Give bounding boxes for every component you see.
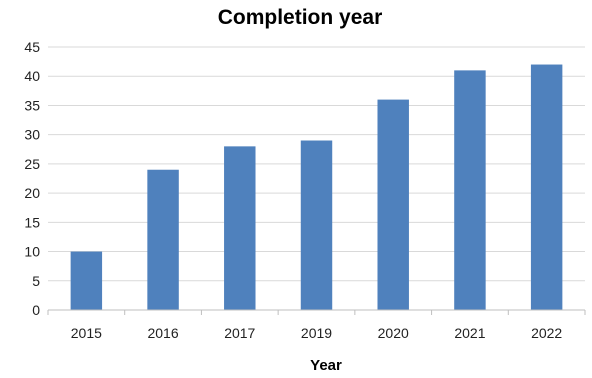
x-tick-label: 2021: [454, 325, 485, 341]
y-axis-ticks: 0 5 10 15 20 25 30 35 40 45: [24, 39, 40, 318]
bar-2015: [70, 251, 103, 310]
bar-2022: [530, 64, 563, 311]
chart-title: Completion year: [218, 6, 383, 29]
y-tick-label: 40: [24, 68, 40, 84]
bars: [70, 64, 563, 311]
x-tick-label: 2015: [71, 325, 102, 341]
y-tick-label: 45: [24, 39, 40, 55]
bar-2017: [224, 146, 256, 310]
x-axis-ticks: 2015 2016 2017 2019 2020 2021 2022: [47, 310, 586, 341]
x-tick-label: 2017: [224, 325, 255, 341]
y-tick-label: 10: [24, 244, 40, 260]
x-tick-label: 2020: [378, 325, 409, 341]
bar-2020: [377, 99, 409, 310]
y-tick-label: 15: [24, 214, 40, 230]
bar-2019: [300, 140, 333, 310]
x-tick-label: 2019: [301, 325, 332, 341]
bar-2016: [147, 169, 179, 310]
y-tick-label: 0: [32, 302, 40, 318]
x-tick-label: 2016: [147, 325, 178, 341]
y-tick-label: 35: [24, 97, 40, 113]
y-tick-label: 5: [32, 273, 40, 289]
y-tick-label: 25: [24, 156, 40, 172]
bar-2021: [454, 70, 486, 310]
y-tick-label: 30: [24, 127, 40, 143]
y-tick-label: 20: [24, 185, 40, 201]
x-axis-label: Year: [310, 357, 342, 374]
x-tick-label: 2022: [531, 325, 562, 341]
